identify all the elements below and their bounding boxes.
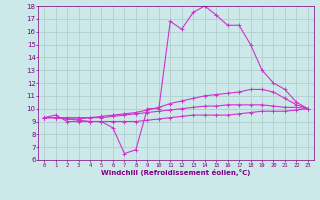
X-axis label: Windchill (Refroidissement éolien,°C): Windchill (Refroidissement éolien,°C) xyxy=(101,169,251,176)
